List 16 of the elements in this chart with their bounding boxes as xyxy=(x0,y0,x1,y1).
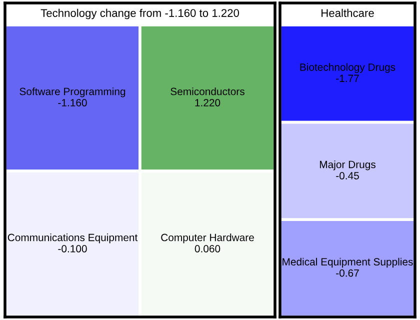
category-label: Communications Equipment xyxy=(8,234,138,244)
data-label: -1.77 xyxy=(336,74,359,82)
data-label: -0.100 xyxy=(58,245,87,252)
text: Technology change from -1.160 to 1.220 xyxy=(40,8,240,20)
category-label: Computer Hardware xyxy=(161,234,254,244)
category-label: Major Drugs xyxy=(320,160,376,170)
data-label: 0.060 xyxy=(194,245,220,252)
category-label: Medical Equipment Supplies xyxy=(282,258,413,268)
data-label: -1.160 xyxy=(58,99,87,106)
data-label: 1.220 xyxy=(195,99,220,106)
category-label: Biotechnology Drugs xyxy=(300,63,396,73)
category-label: Semiconductors xyxy=(170,88,244,96)
data-label: -0.67 xyxy=(336,269,359,277)
text: Healthcare xyxy=(322,8,374,17)
category-label: Software Programming xyxy=(20,88,126,98)
data-label: -0.45 xyxy=(336,172,359,180)
